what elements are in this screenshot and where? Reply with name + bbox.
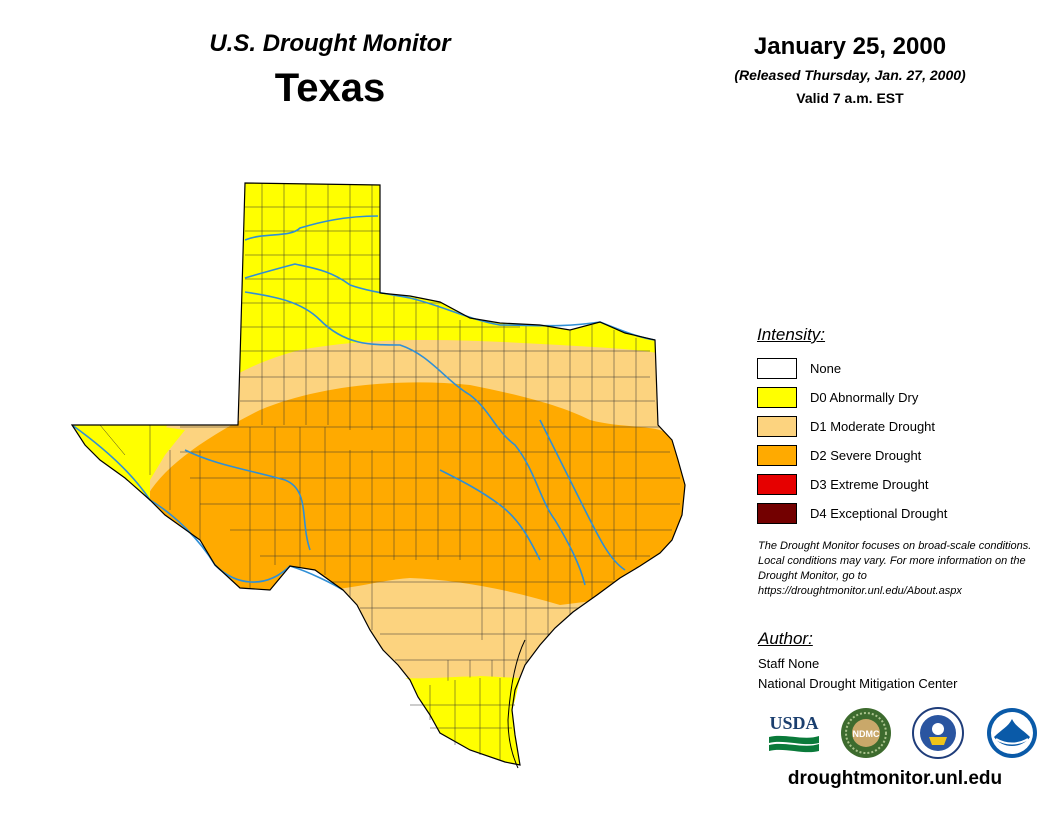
author-heading: Author: bbox=[758, 629, 813, 648]
legend-swatch-d2 bbox=[757, 445, 797, 466]
legend-label-d2: D2 Severe Drought bbox=[810, 448, 922, 463]
trinity-river bbox=[539, 419, 626, 571]
usda-logo-icon: USDA bbox=[769, 713, 819, 753]
d0-south-tip bbox=[405, 676, 520, 765]
legend-swatch-d4 bbox=[757, 503, 797, 524]
noaa-logo-icon bbox=[987, 708, 1037, 758]
legend-label-d0: D0 Abnormally Dry bbox=[810, 390, 919, 405]
south-county-lines bbox=[410, 678, 515, 760]
usda-logo-text: USDA bbox=[769, 713, 818, 733]
barrier-island bbox=[507, 639, 526, 769]
legend-label-d4: D4 Exceptional Drought bbox=[810, 506, 948, 521]
legend-row-d3: D3 Extreme Drought bbox=[757, 470, 1047, 499]
valid-time: Valid 7 a.m. EST bbox=[796, 90, 904, 106]
legend-swatch-d0 bbox=[757, 387, 797, 408]
commerce-seal-icon bbox=[912, 707, 964, 759]
state-name: Texas bbox=[274, 66, 386, 110]
legend-row-none: None bbox=[757, 354, 1047, 383]
release-date: (Released Thursday, Jan. 27, 2000) bbox=[734, 67, 966, 83]
colorado-river bbox=[184, 449, 541, 561]
state-outline bbox=[70, 182, 686, 766]
map-title: U.S. Drought Monitor bbox=[209, 30, 451, 57]
d0-west-tip bbox=[72, 425, 185, 500]
d2-area bbox=[140, 382, 685, 640]
canadian-river bbox=[244, 215, 379, 241]
disclaimer-note: The Drought Monitor focuses on broad-sca… bbox=[758, 540, 1032, 597]
legend-label-d1: D1 Moderate Drought bbox=[810, 419, 936, 434]
legend-swatch-d1 bbox=[757, 416, 797, 437]
legend-swatch-none bbox=[757, 358, 797, 379]
legend-swatch-d3 bbox=[757, 474, 797, 495]
west-county-line bbox=[99, 424, 151, 475]
brazos-river bbox=[244, 291, 586, 586]
legend-label-none: None bbox=[810, 361, 842, 376]
legend-title: Intensity: bbox=[757, 325, 826, 344]
legend: Intensity: None D0 Abnormally Dry D1 Mod… bbox=[757, 325, 1047, 528]
legend-row-d0: D0 Abnormally Dry bbox=[757, 383, 1047, 412]
legend-row-d4: D4 Exceptional Drought bbox=[757, 499, 1047, 528]
ndmc-logo-icon: NDMC bbox=[841, 708, 891, 758]
county-lines bbox=[169, 183, 680, 760]
legend-label-d3: D3 Extreme Drought bbox=[810, 477, 929, 492]
author-org: National Drought Mitigation Center bbox=[758, 676, 958, 691]
legend-row-d2: D2 Severe Drought bbox=[757, 441, 1047, 470]
map-date: January 25, 2000 bbox=[753, 33, 947, 60]
ndmc-logo-text: NDMC bbox=[853, 729, 880, 739]
legend-row-d1: D1 Moderate Drought bbox=[757, 412, 1047, 441]
author-name: Staff None bbox=[758, 656, 820, 671]
website-url[interactable]: droughtmonitor.unl.edu bbox=[787, 768, 1003, 789]
